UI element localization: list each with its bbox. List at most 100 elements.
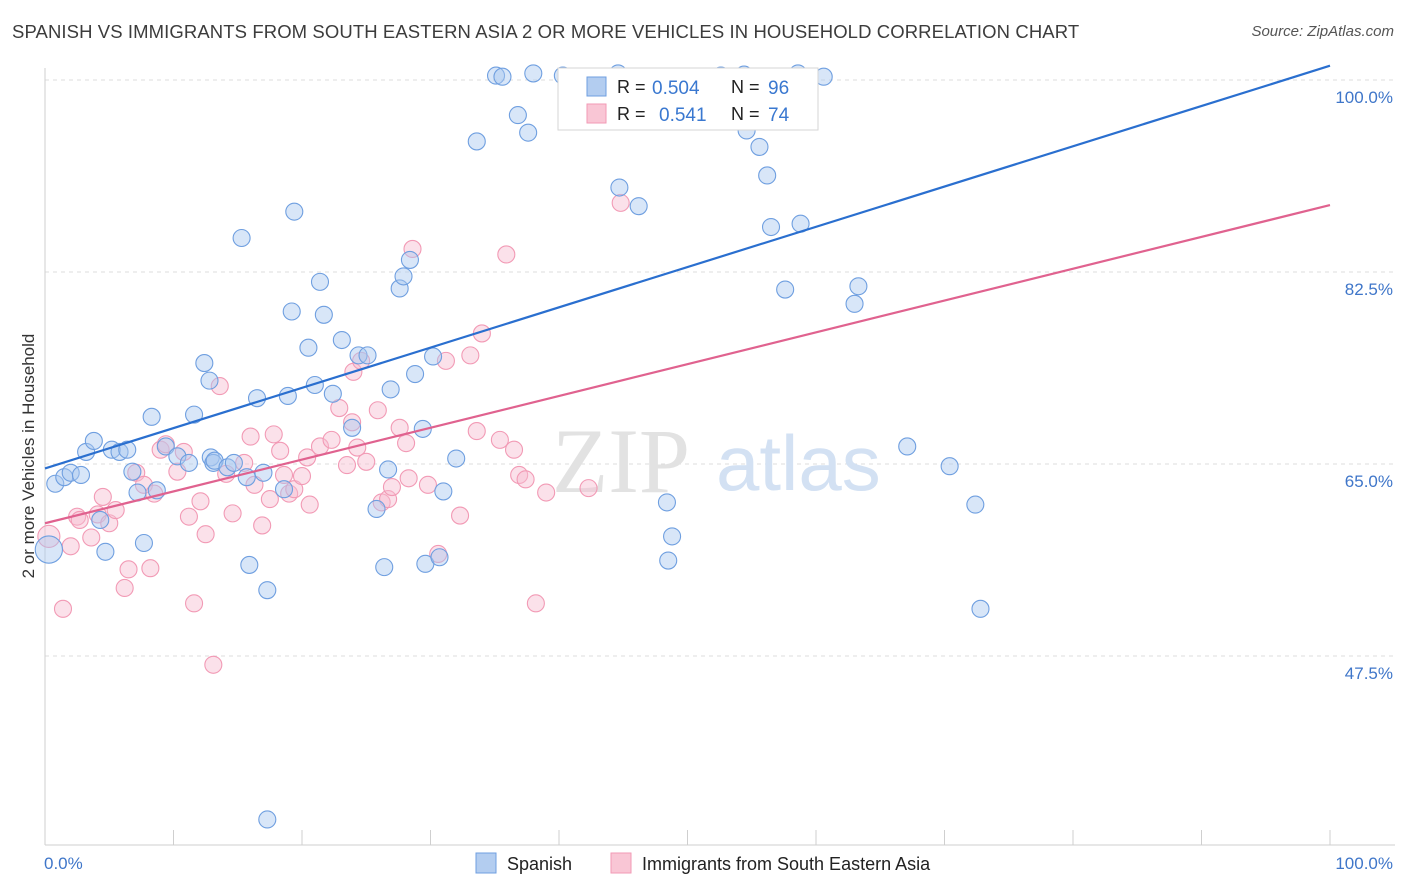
trend-line-immigrants xyxy=(44,204,1331,525)
spanish-point-39 xyxy=(299,338,318,357)
legend-r-value-1: 0.504 xyxy=(652,78,700,99)
immigrants-point-55 xyxy=(397,434,416,453)
legend-r-label-2: R = xyxy=(617,104,646,124)
immigrants-point-1 xyxy=(53,599,73,618)
spanish-point-53 xyxy=(394,267,413,286)
spanish-point-42 xyxy=(314,305,333,324)
legend-r-label-1: R = xyxy=(617,77,646,97)
spanish-point-85 xyxy=(776,280,795,299)
spanish-point-21 xyxy=(195,354,214,373)
immigrants-point-22 xyxy=(191,492,210,511)
trend-lines xyxy=(44,64,1331,525)
spanish-point-89 xyxy=(845,294,864,313)
spanish-point-90 xyxy=(849,277,868,296)
spanish-point-4 xyxy=(71,465,91,485)
x-tick-label-0: 0.0% xyxy=(44,854,83,873)
spanish-point-45 xyxy=(343,418,362,437)
spanish-point-76 xyxy=(663,527,682,546)
immigrants-point-40 xyxy=(300,495,319,514)
spanish-point-14 xyxy=(134,533,153,553)
spanish-point-20 xyxy=(185,405,204,424)
legend-n-value-2: 74 xyxy=(768,105,790,126)
immigrants-point-66 xyxy=(497,245,516,264)
immigrants-point-32 xyxy=(260,490,279,509)
spanish-point-8 xyxy=(96,542,115,561)
immigrants-point-7 xyxy=(93,487,112,506)
immigrants-point-62 xyxy=(461,346,480,365)
legend-n-value-1: 96 xyxy=(768,78,789,99)
spanish-point-66 xyxy=(519,123,538,142)
immigrants-point-14 xyxy=(141,559,160,578)
immigrants-point-20 xyxy=(179,507,198,526)
immigrants-point-23 xyxy=(196,525,215,544)
spanish-point-12 xyxy=(123,462,142,481)
immigrants-point-49 xyxy=(357,452,376,471)
spanish-point-41 xyxy=(310,272,330,291)
spanish-point-63 xyxy=(486,66,506,85)
spanish-point-82 xyxy=(750,137,769,156)
trend-line-spanish xyxy=(44,64,1331,470)
y-tick-label-2: 82.5% xyxy=(1345,280,1393,299)
spanish-point-52 xyxy=(390,279,409,298)
spanish-point-27 xyxy=(224,453,243,472)
watermark: ZIP atlas xyxy=(552,410,881,512)
immigrants-point-61 xyxy=(451,506,470,525)
x-tick-labels: 0.0% 100.0% xyxy=(44,854,1393,873)
immigrants-point-69 xyxy=(516,470,535,489)
immigrants-point-34 xyxy=(271,441,290,460)
chart-title: SPANISH VS IMMIGRANTS FROM SOUTH EASTERN… xyxy=(12,21,1080,42)
immigrants-point-38 xyxy=(292,467,312,486)
spanish-point-50 xyxy=(379,460,398,479)
immigrants-point-31 xyxy=(253,516,272,535)
immigrants-point-58 xyxy=(418,475,437,494)
spanish-point-33 xyxy=(258,581,277,600)
spanish-point-94 xyxy=(971,599,990,618)
spanish-point-35 xyxy=(274,480,294,499)
series-immigrants-points xyxy=(37,193,630,674)
immigrants-point-45 xyxy=(343,413,362,432)
spanish-point-18 xyxy=(168,447,187,466)
immigrants-point-25 xyxy=(210,377,229,396)
spanish-point-60 xyxy=(434,482,453,501)
spanish-point-7 xyxy=(91,510,110,530)
spanish-point-40 xyxy=(305,375,324,395)
legend-n-label-1: N = xyxy=(731,77,760,97)
spanish-point-58 xyxy=(424,347,443,366)
spanish-point-93 xyxy=(966,495,985,514)
immigrants-point-70 xyxy=(526,594,545,613)
spanish-point-6 xyxy=(84,431,103,451)
spanish-point-72 xyxy=(610,178,629,197)
spanish-point-74 xyxy=(657,493,676,512)
legend-bottom-label-immigrants: Immigrants from South Eastern Asia xyxy=(642,854,931,874)
spanish-point-62 xyxy=(467,132,486,151)
spanish-point-91 xyxy=(898,437,917,456)
spanish-point-84 xyxy=(761,217,781,237)
immigrants-point-52 xyxy=(379,490,398,509)
watermark-zip: ZIP xyxy=(552,410,690,512)
immigrants-point-28 xyxy=(235,453,254,472)
spanish-point-61 xyxy=(447,449,466,468)
spanish-point-83 xyxy=(758,166,777,185)
immigrants-point-27 xyxy=(223,504,242,523)
immigrants-point-30 xyxy=(245,475,264,494)
spanish-point-15 xyxy=(142,407,161,426)
immigrants-point-65 xyxy=(490,430,509,449)
immigrants-point-72 xyxy=(579,479,598,498)
spanish-point-43 xyxy=(323,384,342,403)
legend-bottom-swatch-spanish xyxy=(475,852,497,874)
legend-stats: R = 0.504 N = 96 R = 0.541 N = 74 xyxy=(557,67,819,131)
immigrants-point-42 xyxy=(322,430,341,449)
spanish-point-48 xyxy=(367,499,386,519)
legend-n-label-2: N = xyxy=(731,104,760,124)
legend-bottom-swatch-immigrants xyxy=(610,852,632,874)
legend-swatch-immigrants xyxy=(586,103,607,124)
immigrants-point-63 xyxy=(467,422,486,441)
spanish-point-67 xyxy=(524,64,543,83)
y-tick-label-1: 65.0% xyxy=(1345,472,1393,491)
spanish-point-47 xyxy=(358,346,377,365)
immigrants-point-56 xyxy=(399,469,418,488)
series-spanish-points xyxy=(34,64,990,829)
spanish-point-28 xyxy=(232,228,251,248)
spanish-point-37 xyxy=(282,302,301,321)
